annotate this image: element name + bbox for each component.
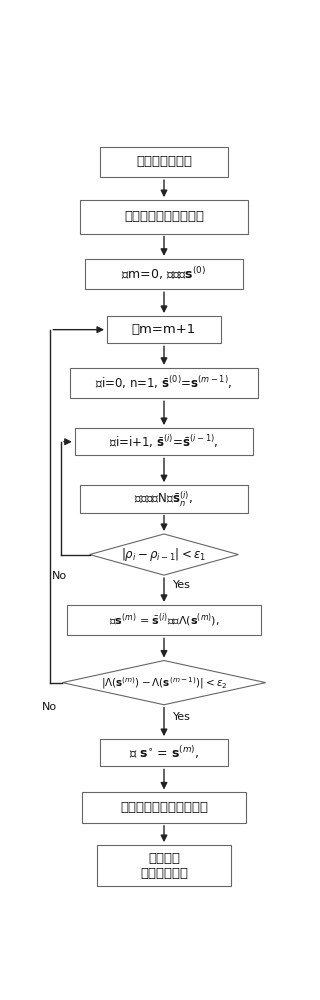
Text: 发射优化设计的编码波形: 发射优化设计的编码波形 (120, 801, 208, 814)
Text: Yes: Yes (173, 580, 190, 590)
Text: 逐元计算N个$\bar{\mathbf{s}}_n^{(i)}$,: 逐元计算N个$\bar{\mathbf{s}}_n^{(i)}$, (134, 489, 194, 509)
FancyBboxPatch shape (80, 485, 248, 513)
Polygon shape (90, 534, 238, 575)
Text: No: No (42, 702, 57, 712)
FancyBboxPatch shape (100, 147, 228, 177)
FancyBboxPatch shape (70, 368, 258, 398)
FancyBboxPatch shape (100, 739, 228, 766)
Text: 令i=i+1, $\bar{\mathbf{s}}^{(i)}$=$\bar{\mathbf{s}}^{(i-1)}$,: 令i=i+1, $\bar{\mathbf{s}}^{(i)}$=$\bar{\… (109, 433, 219, 450)
Text: $|\rho_i - \rho_{i-1}| < \varepsilon_1$: $|\rho_i - \rho_{i-1}| < \varepsilon_1$ (122, 546, 206, 563)
FancyBboxPatch shape (80, 200, 248, 234)
Text: 接收信号
匹配滤波输出: 接收信号 匹配滤波输出 (140, 852, 188, 880)
Text: 构建优化问题数学模型: 构建优化问题数学模型 (124, 210, 204, 223)
Text: 令 $\mathbf{s}^{\circ}$ = $\mathbf{s}^{(m)}$,: 令 $\mathbf{s}^{\circ}$ = $\mathbf{s}^{(m… (129, 744, 199, 761)
Text: No: No (52, 571, 68, 581)
FancyBboxPatch shape (75, 428, 253, 455)
FancyBboxPatch shape (97, 845, 231, 886)
FancyBboxPatch shape (82, 792, 246, 823)
Text: 令i=0, n=1, $\bar{\mathbf{s}}^{(0)}$=$\mathbf{s}^{(m-1)}$,: 令i=0, n=1, $\bar{\mathbf{s}}^{(0)}$=$\ma… (95, 375, 233, 391)
Text: Yes: Yes (173, 712, 190, 722)
FancyBboxPatch shape (107, 316, 221, 343)
Polygon shape (62, 661, 266, 705)
FancyBboxPatch shape (67, 605, 261, 635)
Text: $|\Lambda(\mathbf{s}^{(m)}) - \Lambda(\mathbf{s}^{(m-1)})| < \varepsilon_2$: $|\Lambda(\mathbf{s}^{(m)}) - \Lambda(\m… (101, 675, 227, 691)
Text: 初始化系统参数: 初始化系统参数 (136, 155, 192, 168)
Text: 令m=m+1: 令m=m+1 (132, 323, 196, 336)
Text: 令m=0, 初始化$\mathbf{s}^{(0)}$: 令m=0, 初始化$\mathbf{s}^{(0)}$ (121, 266, 207, 282)
FancyBboxPatch shape (84, 259, 244, 289)
Text: 令$\mathbf{s}^{(m)}$ = $\bar{\mathbf{s}}^{(i)}$计算$\Lambda(\mathbf{s}^{(m)})$,: 令$\mathbf{s}^{(m)}$ = $\bar{\mathbf{s}}^… (109, 611, 219, 629)
